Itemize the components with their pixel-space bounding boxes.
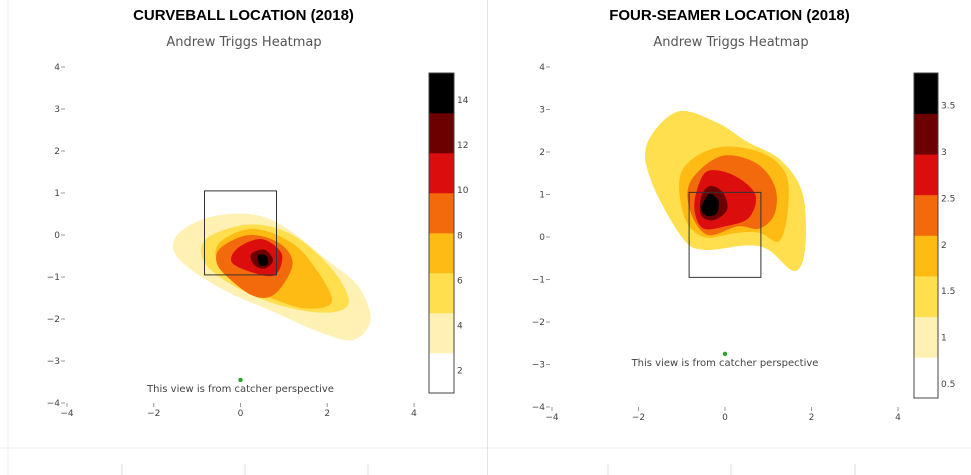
y-tick-label: 3 [539,106,545,116]
y-tick-label: 2 [54,147,60,157]
strike-zone [203,190,278,276]
colorbar-tick-label: 1.5 [941,287,955,297]
plot-title: Andrew Triggs Heatmap [653,35,808,50]
y-tick-label: −4 [532,403,546,413]
y-tick-label: 3 [54,105,60,115]
colorbar-tick-label: 2.5 [941,194,955,204]
x-tick-label: −2 [147,409,160,419]
colorbar-tick-label: 4 [457,321,463,331]
colorbar-tick-label: 3.5 [941,102,955,112]
y-tick-label: 0 [539,233,545,243]
colorbar-tick-label: 1 [941,334,947,344]
y-tick-label: −4 [47,399,61,409]
x-tick-label: 0 [238,409,244,419]
y-tick-label: −3 [47,357,60,367]
y-tick-label: 1 [54,189,60,199]
x-tick-label: −4 [60,409,74,419]
panel-divider [487,0,488,475]
colorbar-tick-label: 2 [941,241,947,251]
pitch-marker [238,377,243,383]
colorbar-border [913,72,939,399]
colorbar-tick-label: 14 [457,96,469,106]
colorbar-segment [914,154,938,196]
density-contour-6 [701,193,719,217]
pitch-marker [722,351,728,357]
curveball-panel: CURVEBALL LOCATION (2018) Andrew Triggs … [0,0,487,475]
y-tick-label: −3 [532,361,545,371]
colorbar-segment [914,316,938,358]
colorbar-tick-label: 2 [457,366,463,376]
y-tick-label: −1 [47,273,60,283]
y-tick-label: −1 [532,276,545,286]
colorbar-tick-label: 0.5 [941,380,955,390]
colorbar-segment [429,73,454,114]
strike-zone [688,191,762,278]
y-tick-label: 0 [54,231,60,241]
colorbar-segment [914,113,938,155]
colorbar-segment [914,276,938,318]
colorbar-segment [429,273,454,314]
curveball-panel-title: CURVEBALL LOCATION (2018) [133,7,354,24]
colorbar-tick-label: 3 [941,148,947,158]
plot-title: Andrew Triggs Heatmap [166,35,321,50]
colorbar-border [428,72,455,394]
colorbar-segment [429,193,454,234]
x-tick-label: 2 [324,409,330,419]
y-tick-label: −2 [532,318,545,328]
x-tick-label: −4 [545,413,559,423]
perspective-note: This view is from catcher perspective [146,384,334,395]
y-tick-label: −2 [47,315,60,325]
colorbar-segment [429,113,454,154]
colorbar-segment [429,153,454,194]
x-tick-label: 4 [895,413,901,423]
colorbar-tick-label: 10 [457,186,469,196]
x-tick-label: 0 [722,413,728,423]
colorbar-segment [429,313,454,354]
y-tick-label: 1 [539,191,545,201]
fourseamer-panel: FOUR-SEAMER LOCATION (2018) Andrew Trigg… [488,0,971,475]
colorbar-segment [914,357,938,399]
colorbar-segment [914,194,938,236]
fourseamer-panel-title: FOUR-SEAMER LOCATION (2018) [609,7,850,24]
y-tick-label: 2 [539,148,545,158]
colorbar-tick-label: 12 [457,141,468,151]
density-contour-7 [257,254,269,267]
colorbar-tick-label: 6 [457,276,463,286]
y-tick-label: 4 [539,63,545,73]
x-tick-label: −2 [632,413,645,423]
colorbar-segment [914,73,938,114]
perspective-note: This view is from catcher perspective [631,358,819,369]
colorbar-segment [429,233,454,274]
y-tick-label: 4 [54,63,60,73]
colorbar-segment [914,235,938,277]
colorbar-tick-label: 8 [457,231,463,241]
x-tick-label: 4 [411,409,417,419]
colorbar-segment [429,353,454,394]
fourseamer-heatmap: Andrew Triggs Heatmap 4 3 2 1 0 −1 −2 −3 −4−4 −2 0 2… [488,35,971,475]
x-tick-label: 2 [809,413,815,423]
